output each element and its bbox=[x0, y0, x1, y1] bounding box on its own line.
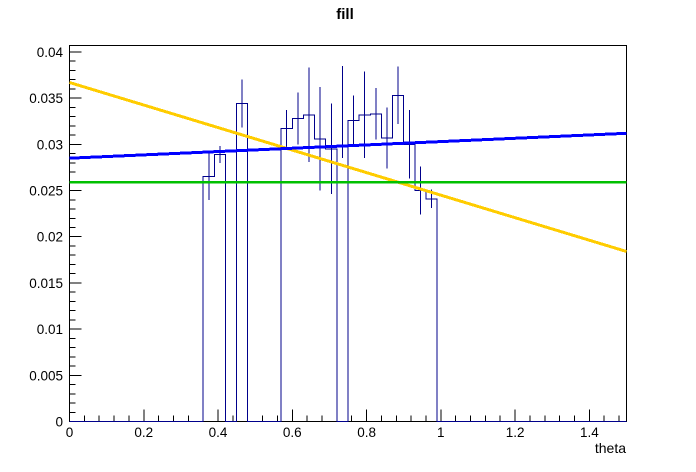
x-tick-label: 0 bbox=[66, 425, 74, 440]
x-tick-label: 1.2 bbox=[506, 425, 525, 440]
decreasing-linear-fit-line bbox=[69, 81, 627, 253]
x-tick-label: 1.4 bbox=[580, 425, 599, 440]
x-tick-label: 1 bbox=[437, 425, 445, 440]
y-tick-label: 0.04 bbox=[37, 45, 64, 60]
plot-content: 0 0.2 0.4 0.6 0.8 1 1.2 1.4 0 0.005 0.01 0.015 0.02 0… bbox=[29, 45, 627, 440]
x-tick-label: 0.4 bbox=[209, 425, 228, 440]
y-tick-label: 0.03 bbox=[37, 137, 63, 152]
histogram-outline bbox=[69, 94, 627, 422]
increasing-linear-fit-line bbox=[69, 131, 627, 160]
y-tick-label: 0.005 bbox=[29, 368, 63, 383]
y-tick-label: 0.01 bbox=[37, 322, 63, 337]
plot-title: fill bbox=[336, 6, 354, 23]
y-tick-label: 0.02 bbox=[37, 230, 63, 245]
x-axis-title: theta bbox=[595, 440, 626, 456]
x-tick-label: 0.8 bbox=[357, 425, 376, 440]
axis-tick-labels: 0 0.2 0.4 0.6 0.8 1 1.2 1.4 0 0.005 0.01 0.015 0.02 0… bbox=[29, 45, 599, 440]
x-tick-label: 0.2 bbox=[134, 425, 153, 440]
y-tick-label: 0.025 bbox=[29, 184, 63, 199]
axes-ticks bbox=[69, 51, 620, 422]
y-tick-label: 0.035 bbox=[29, 91, 63, 106]
y-tick-label: 0 bbox=[55, 415, 63, 430]
y-tick-label: 0.015 bbox=[29, 276, 63, 291]
x-tick-label: 0.6 bbox=[283, 425, 302, 440]
histogram-series bbox=[69, 65, 627, 422]
